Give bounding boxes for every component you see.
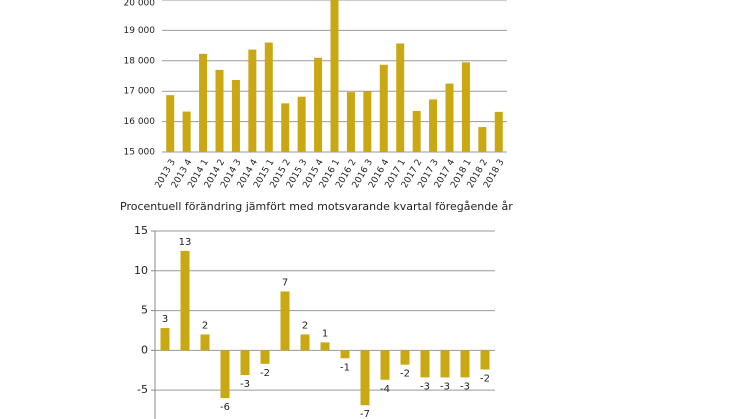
y-tick-label: 17 000	[124, 87, 156, 97]
bar	[280, 291, 290, 351]
bar	[160, 328, 170, 351]
bar	[300, 334, 310, 351]
data-label: 2	[302, 320, 308, 331]
bar	[346, 92, 355, 152]
bar	[180, 250, 190, 351]
bar	[215, 69, 224, 152]
bar	[314, 57, 323, 153]
bar	[429, 99, 438, 152]
bar	[420, 350, 430, 378]
data-label: -3	[460, 381, 470, 392]
data-label: 7	[282, 277, 288, 288]
bar	[330, 0, 339, 152]
bar	[478, 127, 487, 152]
bar	[440, 350, 450, 378]
bar	[400, 350, 410, 365]
bar	[297, 96, 306, 152]
y-tick-label: 10	[134, 264, 148, 277]
y-tick-label: 16 000	[124, 117, 156, 127]
bar	[412, 110, 421, 152]
data-label: -1	[340, 362, 350, 373]
data-label: 2	[202, 320, 208, 331]
data-label: -2	[480, 373, 490, 384]
data-label: 3	[162, 314, 168, 325]
y-tick-label: 15	[134, 224, 148, 237]
y-tick-label: 5	[141, 304, 148, 317]
bar	[480, 350, 490, 370]
y-tick-label: 15 000	[124, 148, 156, 158]
bar	[264, 42, 273, 153]
data-label: -3	[440, 381, 450, 392]
data-label: 1	[322, 328, 328, 339]
bar	[240, 350, 250, 376]
bar	[460, 350, 470, 378]
bar	[396, 43, 405, 152]
data-label: -2	[400, 369, 410, 380]
bar	[281, 103, 290, 152]
y-tick-label: 19 000	[124, 26, 156, 36]
bar	[220, 350, 230, 399]
bar	[380, 350, 390, 380]
data-label: -3	[240, 379, 250, 390]
chart-title: Procentuell förändring jämfört med motsv…	[120, 200, 513, 213]
data-label: -7	[360, 409, 370, 419]
bar	[360, 350, 370, 406]
bar	[199, 53, 208, 152]
data-label: -4	[380, 384, 390, 395]
bar	[260, 350, 270, 364]
y-tick-label: 0	[141, 343, 148, 356]
bar	[445, 83, 454, 152]
data-label: -2	[260, 368, 270, 379]
bar	[200, 334, 210, 351]
bar	[494, 111, 503, 152]
bar	[248, 49, 257, 152]
bar	[320, 342, 330, 351]
data-label: 13	[179, 237, 192, 248]
bar	[231, 79, 240, 152]
data-label: -3	[420, 381, 430, 392]
bar	[363, 91, 372, 152]
y-tick-label: 18 000	[124, 56, 156, 66]
data-label: -6	[220, 402, 230, 413]
y-tick-label: -5	[137, 383, 148, 396]
bar	[379, 64, 388, 152]
y-tick-label: 20 000	[124, 0, 156, 9]
bar	[461, 62, 470, 152]
bar	[340, 350, 350, 359]
bar	[182, 111, 191, 152]
bar	[166, 95, 175, 152]
